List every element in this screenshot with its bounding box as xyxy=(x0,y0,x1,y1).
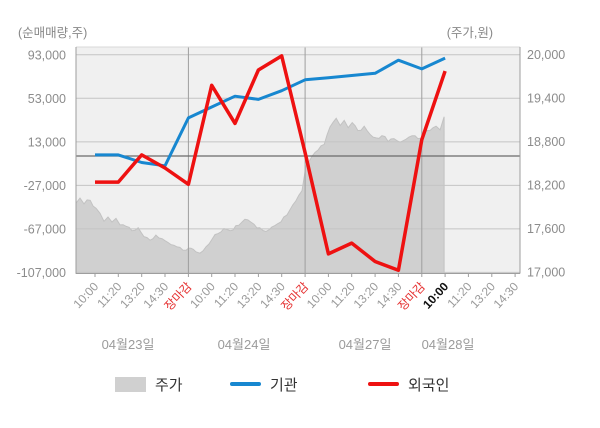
left-axis-tick-label: -27,000 xyxy=(24,179,66,193)
x-axis-label: 장마감 xyxy=(278,279,311,313)
x-axis-label: 13:20 xyxy=(234,279,265,311)
right-axis-title: (주가,원) xyxy=(446,26,493,40)
right-axis-tick-label: 20,000 xyxy=(527,48,565,62)
x-axis-label: 13:20 xyxy=(117,279,148,311)
right-axis-tick-label: 17,000 xyxy=(527,266,565,280)
x-axis-label: 10:00 xyxy=(420,279,451,311)
day-label: 04월27일 xyxy=(339,337,392,352)
right-axis-tick-label: 18,200 xyxy=(527,179,565,193)
x-axis-label: 10:00 xyxy=(304,279,335,311)
legend-item-institution: 기관 xyxy=(230,374,298,394)
left-axis-tick-label: -67,000 xyxy=(24,222,66,236)
foreigner-line xyxy=(95,54,447,273)
x-axis-label: 장마감 xyxy=(395,279,428,313)
chart-plot: 93,000 53,000 13,000 -27,000 -67,000 -107,000… xyxy=(17,46,565,352)
x-axis-label: 11:20 xyxy=(211,279,241,310)
left-axis-tick-label: 13,000 xyxy=(28,135,66,149)
foreigner-line-swatch xyxy=(368,382,399,386)
left-axis-tick-label: 93,000 xyxy=(28,48,66,62)
x-axis-label: 10:00 xyxy=(70,279,101,311)
x-axis-label: 11:20 xyxy=(328,279,358,310)
institution-line-swatch xyxy=(230,382,261,386)
x-axis-label: 13:20 xyxy=(351,279,382,311)
x-axis-label: 10:00 xyxy=(187,279,218,311)
right-axis-tick-label: 19,400 xyxy=(527,91,565,105)
left-axis-title: (순매매량,주) xyxy=(18,26,88,40)
day-label: 04월28일 xyxy=(422,337,475,352)
day-label: 04월24일 xyxy=(218,337,271,352)
chart-legend: 주가 기관 외국인 xyxy=(0,374,600,396)
legend-label-price: 주가 xyxy=(155,376,183,394)
institution-line xyxy=(95,56,446,168)
right-axis-tick-label: 18,800 xyxy=(527,135,565,149)
right-axis-tick-label: 17,600 xyxy=(527,222,565,236)
price-area-swatch xyxy=(115,376,146,392)
left-axis-tick-label: 53,000 xyxy=(28,92,66,106)
x-axis-label: 14:30 xyxy=(491,279,522,311)
legend-label-institution: 기관 xyxy=(270,376,298,394)
day-label: 04월23일 xyxy=(102,337,155,352)
x-axis-label: 장마감 xyxy=(162,279,195,313)
legend-item-foreigner: 외국인 xyxy=(368,374,449,394)
x-axis-label: 11:20 xyxy=(444,279,474,310)
legend-label-foreigner: 외국인 xyxy=(408,376,450,394)
x-axis-label: 13:20 xyxy=(467,279,498,311)
legend-item-price: 주가 xyxy=(115,374,183,394)
x-axis-label: 11:20 xyxy=(94,279,124,310)
left-axis-tick-label: -107,000 xyxy=(17,266,66,280)
